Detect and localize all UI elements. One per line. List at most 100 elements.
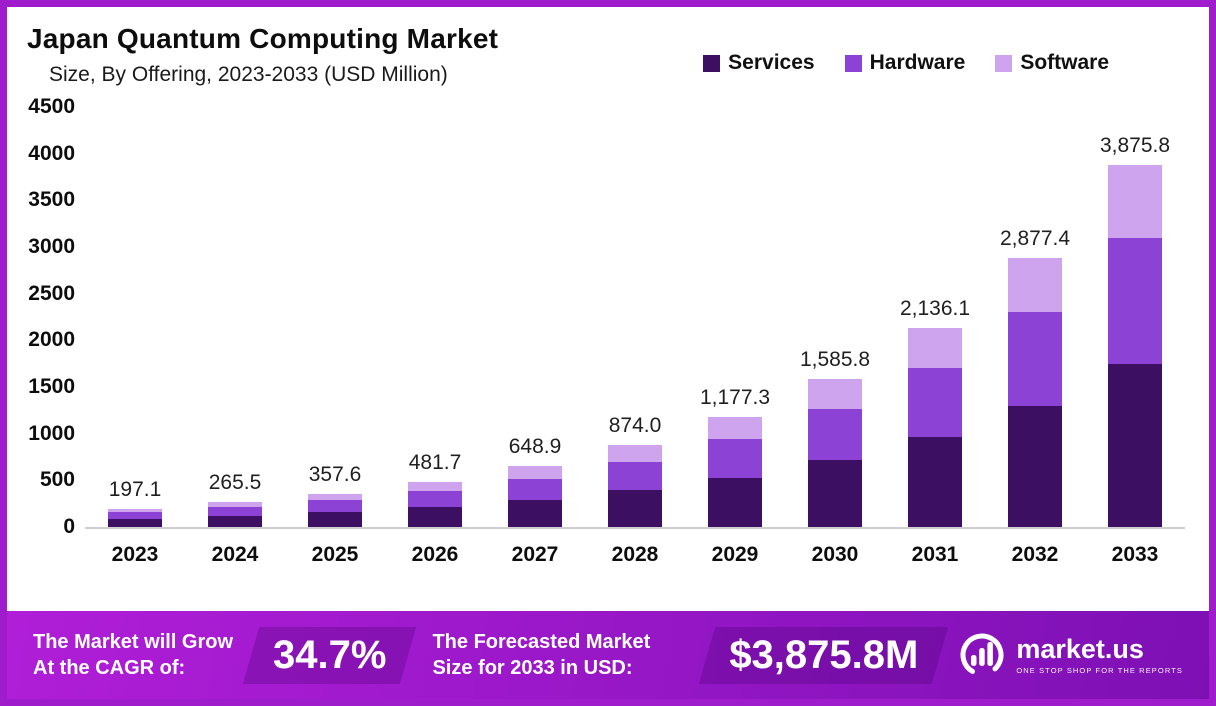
bar-segment-hardware[interactable] [508, 478, 562, 500]
bar-group: 357.6 [285, 107, 385, 527]
forecast-label: The Forecasted Market Size for 2033 in U… [432, 631, 651, 679]
bar-segment-software[interactable] [608, 445, 662, 462]
x-axis-label: 2027 [511, 543, 559, 566]
x-axis-label: 2033 [1111, 543, 1159, 566]
x-axis-label: 2032 [1011, 543, 1059, 566]
y-tick-label: 4500 [28, 95, 75, 118]
x-axis: 2023 2024 2025 2026 2027 2028 2029 2030 2031 2032… [85, 543, 1185, 567]
bar-segment-services[interactable] [608, 490, 662, 527]
chart-card: Japan Quantum Computing Market Size, By … [7, 7, 1209, 611]
bar-group: 1,177.3 [685, 107, 785, 527]
y-tick-label: 3500 [28, 188, 75, 212]
bar-segment-hardware[interactable] [608, 461, 662, 491]
forecast-value: $3,875.8M [707, 627, 940, 684]
bar-total-label: 481.7 [408, 451, 462, 475]
x-axis-label: 2023 [111, 543, 159, 566]
bar-segment-services[interactable] [1008, 406, 1062, 527]
y-tick-label: 1000 [28, 421, 75, 445]
bar-segment-software[interactable] [1008, 258, 1062, 313]
y-tick-label: 2500 [28, 281, 75, 305]
bar-total-label: 648.9 [508, 435, 562, 459]
bar-segment-services[interactable] [208, 515, 262, 527]
bar-segment-software[interactable] [908, 327, 962, 368]
bar-segment-services[interactable] [408, 506, 462, 527]
bar-total-label: 2,136.1 [899, 296, 971, 320]
bar-total-label: 874.0 [608, 414, 662, 438]
y-tick-label: 4000 [28, 141, 75, 165]
bar-group: 648.9 [485, 107, 585, 527]
bar-group: 197.1 [85, 107, 185, 527]
chart-subtitle: Size, By Offering, 2023-2033 (USD Millio… [49, 63, 448, 86]
bar-group: 874.0 [585, 107, 685, 527]
bar-segment-hardware[interactable] [108, 512, 162, 519]
legend-item-software[interactable]: Software [995, 51, 1109, 75]
services-swatch-icon [703, 54, 721, 72]
y-axis: 0 500 1000 1500 2000 2500 3000 3500 4000 4500 [17, 95, 85, 538]
bar-total-label: 2,877.4 [999, 227, 1071, 251]
logo-tagline: ONE STOP SHOP FOR THE REPORTS [1016, 665, 1183, 675]
x-axis-label: 2031 [911, 543, 959, 566]
plot-area: 197.1 265.5 357.6 481.7 648.9 874.0 1,177.3 1,5… [85, 107, 1185, 529]
bar-total-label: 1,177.3 [699, 386, 771, 410]
bar-group: 2,136.1 [885, 107, 985, 527]
bar-segment-software[interactable] [708, 417, 762, 440]
footer-banner: The Market will Grow At the CAGR of: 34.… [7, 611, 1209, 699]
x-axis-label: 2030 [811, 543, 859, 566]
cagr-label: The Market will Grow At the CAGR of: [33, 631, 234, 679]
bar-segment-software[interactable] [508, 466, 562, 479]
legend-label: Hardware [869, 51, 966, 74]
bar-segment-software[interactable] [208, 502, 262, 508]
bar-group: 2,877.4 [985, 107, 1085, 527]
legend-label: Services [728, 51, 815, 74]
bar-segment-hardware[interactable] [808, 408, 862, 461]
bar-group: 265.5 [185, 107, 285, 527]
chart-title: Japan Quantum Computing Market [27, 23, 499, 54]
bar-total-label: 265.5 [208, 471, 262, 495]
bar-total-label: 3,875.8 [1099, 134, 1171, 158]
software-swatch-icon [995, 54, 1013, 72]
y-tick-label: 2000 [28, 328, 75, 352]
bar-segment-hardware[interactable] [708, 439, 762, 478]
logo-name: market.us [1016, 633, 1144, 664]
bar-segment-software[interactable] [808, 379, 862, 409]
bar-segment-hardware[interactable] [308, 500, 362, 512]
bar-group: 1,585.8 [785, 107, 885, 527]
x-axis-label: 2029 [711, 543, 759, 566]
cagr-value: 34.7% [251, 627, 408, 684]
x-axis-label: 2028 [611, 543, 659, 566]
marketus-logo-icon [960, 633, 1004, 677]
legend-label: Software [1020, 51, 1109, 74]
bar-group: 3,875.8 [1085, 107, 1185, 527]
bar-segment-software[interactable] [108, 508, 162, 513]
bar-segment-hardware[interactable] [408, 491, 462, 507]
marketus-logo[interactable]: market.us ONE STOP SHOP FOR THE REPORTS [958, 631, 1183, 679]
hardware-swatch-icon [844, 54, 862, 72]
bar-group: 481.7 [385, 107, 485, 527]
bar-segment-services[interactable] [308, 511, 362, 527]
legend-item-services[interactable]: Services [703, 51, 815, 75]
bar-segment-services[interactable] [908, 437, 962, 527]
y-tick-label: 500 [39, 468, 75, 492]
bar-segment-software[interactable] [1108, 165, 1162, 238]
bar-segment-services[interactable] [708, 477, 762, 527]
bar-segment-hardware[interactable] [1008, 312, 1062, 407]
chart-area: 0 500 1000 1500 2000 2500 3000 3500 4000 4500 197… [17, 95, 1185, 538]
bar-segment-services[interactable] [1108, 364, 1162, 527]
bar-segment-software[interactable] [308, 493, 362, 501]
y-tick-label: 1500 [28, 375, 75, 398]
bar-segment-software[interactable] [408, 482, 462, 492]
chart-legend: Services Hardware Software [703, 51, 1109, 75]
bar-total-label: 1,585.8 [799, 348, 871, 372]
bar-segment-hardware[interactable] [208, 507, 262, 516]
bar-segment-services[interactable] [808, 460, 862, 527]
bar-segment-hardware[interactable] [1108, 237, 1162, 365]
bar-segment-services[interactable] [108, 518, 162, 527]
bar-segment-hardware[interactable] [908, 367, 962, 438]
bar-segment-services[interactable] [508, 499, 562, 527]
legend-item-hardware[interactable]: Hardware [844, 51, 966, 75]
x-axis-label: 2026 [411, 543, 459, 566]
x-axis-label: 2025 [311, 543, 359, 566]
bar-total-label: 197.1 [108, 477, 162, 501]
bar-total-label: 357.6 [308, 462, 362, 486]
